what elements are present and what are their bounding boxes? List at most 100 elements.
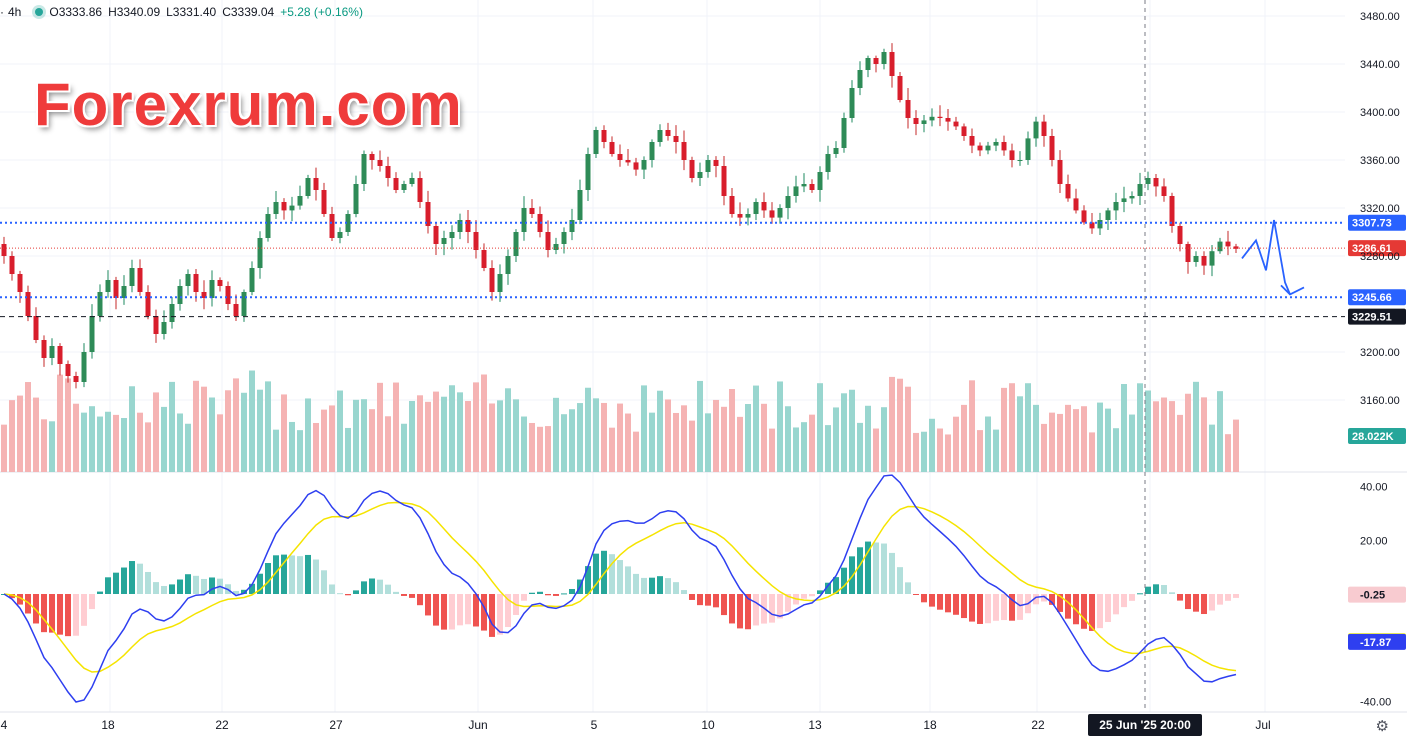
volume-label: 28.022K [1352,431,1394,443]
volume-bar [97,416,103,472]
macd-histogram-bar [393,591,399,594]
volume-bar [601,402,607,472]
macd-histogram-bar [465,594,471,625]
volume-bar [1185,393,1191,472]
macd-histogram-bar [1089,594,1095,631]
level-label-bg [1348,289,1406,306]
volume-bar [905,386,911,472]
volume-bar [217,414,223,472]
candle-body [705,160,711,172]
price-tick-label: 3200.00 [1360,347,1400,359]
price-tick-label: 3360.00 [1360,155,1400,167]
volume-bar [1129,414,1135,472]
macd-histogram-bar [609,554,615,594]
volume-bar [689,420,695,472]
macd-histogram-bar [745,594,751,630]
macd-histogram-bar [1185,594,1191,610]
candle-body [841,118,847,148]
candle-body [401,184,407,190]
timeframe-label[interactable]: 4h [8,5,22,19]
time-axis[interactable]: 4 18 22 27 Jun 5 10 13 18 22 Jul 25 Jun '25 20:00 [1,714,1271,736]
level-label: 3307.73 [1352,218,1392,230]
macd-histogram-bar [177,579,183,594]
volume-bar [513,399,519,472]
candle-body [641,160,647,170]
gear-icon[interactable]: ⚙ [1375,718,1389,735]
macd-histogram-bar [1137,593,1143,595]
candle-body [49,346,55,358]
volume-bar [177,413,183,472]
time-tick-label: 10 [701,718,715,732]
volume-bar [545,426,551,472]
level-label: 3286.61 [1352,243,1392,255]
volume-bar [881,407,887,472]
macd-histogram-bar [361,581,367,594]
macd-histogram-bar [345,594,351,596]
macd-histogram-bar [337,593,343,595]
candle-body [153,316,159,334]
candle-body [441,238,447,244]
crosshair-time-label: 25 Jun '25 20:00 [1099,718,1191,732]
candle-body [1065,184,1071,199]
candle-body [1169,196,1175,226]
macd-histogram-bar [625,566,631,594]
macd-histogram-bar [137,563,143,594]
macd-histogram-bar [777,594,783,619]
macd-histogram-bar [1097,594,1103,629]
macd-histogram-bar [897,567,903,594]
candle-body [313,178,319,190]
macd-histogram-bar [1177,594,1183,601]
volume-bar [929,418,935,472]
candle-body [553,244,559,250]
candle-body [1121,198,1127,202]
macd-histogram-bar [617,560,623,594]
candle-body [769,210,775,218]
macd-histogram-bar [833,577,839,594]
candle-body [1,244,7,256]
candle-body [129,268,135,286]
volume-bar [913,432,919,472]
macd-histogram-bar [697,594,703,606]
macd-histogram-bar [409,594,415,598]
volume-bar [985,416,991,472]
macd-histogram-bar [841,567,847,594]
volume-bar [473,382,479,472]
volume-bar [225,390,231,472]
macd-histogram-bar [985,594,991,624]
candle-body [601,130,607,142]
price-axis[interactable]: 3480.00 3440.00 3400.00 3360.00 3320.00 3280.… [1348,11,1406,708]
macd-label-bg [1348,633,1406,650]
candle-body [753,202,759,214]
volume-bar [993,429,999,472]
macd-histogram-bar [929,594,935,607]
macd-histogram-bar [209,577,215,594]
candle-body [697,172,703,178]
macd-histogram-bar [801,594,807,599]
macd-tick-label: 20.00 [1360,535,1388,547]
volume-bar [537,426,543,472]
macd-value-label: -17.87 [1360,637,1391,649]
candle-body [593,130,599,154]
candle-body [393,178,399,190]
candle-body [57,346,63,364]
volume-bar [337,390,343,472]
horizontal-levels[interactable]: 3307.73 3286.61 3245.66 3229.51 [0,214,1406,325]
macd-histogram-bar [937,594,943,610]
volume-bar [113,414,119,472]
macd-histogram-bar [1217,594,1223,605]
macd-histogram-bar [809,594,815,597]
low-value: L3331.40 [166,5,217,19]
volume-bar [761,403,767,472]
volume-bar [1169,401,1175,472]
candle-body [305,178,311,196]
volume-bar [1033,404,1039,472]
candle-body [9,256,15,274]
volume-bar [313,422,319,472]
volume-bar [1065,404,1071,472]
candle-body [185,274,191,286]
change-value: +5.28 (+0.16%) [280,5,363,19]
macd-histogram-bar [593,553,599,594]
candle-body [465,220,471,232]
candle-body [1033,121,1039,139]
